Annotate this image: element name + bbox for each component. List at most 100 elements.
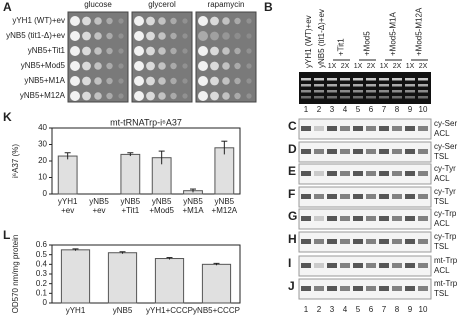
blot-band	[418, 239, 428, 244]
probe-label: cy-Ser	[434, 142, 457, 151]
colony-spot	[210, 61, 219, 71]
probe-label: mt-Trp	[434, 279, 458, 288]
gel-band	[340, 84, 350, 87]
blot-band	[340, 263, 350, 268]
blot	[298, 231, 432, 253]
gel-band	[418, 84, 428, 87]
gel-band	[366, 96, 376, 99]
colony-spot	[198, 16, 208, 26]
plate	[195, 11, 257, 103]
colony-spot	[70, 76, 80, 86]
blot-band	[366, 263, 376, 268]
gel-band	[392, 90, 402, 93]
y-axis-label: OD570 nm/mg protein	[11, 235, 20, 314]
blot-band	[392, 239, 402, 244]
colony-spot	[146, 31, 155, 41]
gel-band	[418, 78, 428, 81]
blot-band	[405, 149, 415, 154]
blot-band	[327, 194, 337, 199]
bar	[214, 147, 235, 195]
gel-band	[340, 90, 350, 93]
lane-number: 3	[330, 105, 335, 114]
colony-spot	[118, 33, 124, 39]
colony-spot	[118, 63, 124, 69]
blot-band	[379, 216, 389, 221]
panel-label: J	[288, 279, 295, 293]
gel-band	[392, 78, 402, 81]
blot-band	[314, 149, 324, 154]
plot-frame	[51, 244, 241, 304]
blot-band	[353, 263, 363, 268]
lane-number: 9	[408, 105, 413, 114]
gel-band	[353, 78, 363, 81]
blot-band	[301, 126, 311, 131]
blot-band	[379, 194, 389, 199]
x-tick-label: yYH1	[66, 306, 86, 315]
colony-spot	[82, 91, 91, 101]
y-tick-label: 0.1	[36, 288, 48, 297]
blot-band	[366, 239, 376, 244]
bar	[107, 252, 138, 304]
gel-band	[418, 90, 428, 93]
medium-label: glucose	[84, 0, 112, 9]
lane-label: +Mod5-M1A	[389, 12, 398, 56]
x-tick-label: yNB5	[183, 197, 203, 206]
colony-spot	[234, 47, 241, 55]
colony-spot	[170, 92, 177, 100]
lane-number: 7	[382, 105, 387, 114]
blot-band	[340, 194, 350, 199]
lane-number: 10	[419, 305, 428, 314]
probe-label: cy-Ser	[434, 119, 457, 128]
colony-spot	[134, 31, 144, 41]
y-tick-label: 30	[38, 140, 47, 149]
blot	[298, 163, 432, 185]
x-tick-label: yYH1	[58, 197, 78, 206]
y-tick-label: 0.4	[36, 259, 48, 268]
gel-band	[327, 84, 337, 87]
colony-spot	[118, 18, 124, 24]
colony-spot	[222, 77, 230, 85]
blot	[298, 255, 432, 277]
colony-spot	[170, 32, 177, 40]
blot-band	[340, 286, 350, 291]
colony-spot	[170, 47, 177, 55]
blot-band	[327, 171, 337, 176]
colony-spot	[198, 91, 208, 101]
gel-band	[327, 90, 337, 93]
colony-spot	[246, 63, 252, 69]
colony-spot	[182, 78, 188, 84]
blot-band	[379, 286, 389, 291]
lane-number: 6	[369, 305, 374, 314]
lane-number: 3	[330, 305, 335, 314]
blot-band	[379, 239, 389, 244]
colony-spot	[182, 33, 188, 39]
colony-spot	[198, 76, 208, 86]
lane-number: 10	[419, 105, 428, 114]
strain-label: yNB5 (tit1-Δ)+ev	[6, 31, 65, 40]
colony-spot	[70, 31, 80, 41]
dilution-label: 1X	[406, 63, 415, 70]
blot-band	[392, 286, 402, 291]
blot-band	[314, 263, 324, 268]
blot-band	[405, 126, 415, 131]
region-label: TSL	[434, 152, 449, 161]
colony-spot	[158, 47, 166, 55]
blot-band	[301, 239, 311, 244]
blot-band	[314, 171, 324, 176]
y-tick-label: 0.5	[36, 250, 48, 259]
colony-spot	[246, 18, 252, 24]
colony-spot	[198, 46, 208, 56]
blot-band	[340, 171, 350, 176]
blot-band	[392, 263, 402, 268]
blot-band	[327, 149, 337, 154]
region-label: ACL	[434, 129, 450, 138]
medium-label: rapamycin	[208, 0, 245, 9]
x-tick-label: yNB5	[89, 197, 109, 206]
blot-band	[379, 263, 389, 268]
colony-spot	[94, 92, 102, 100]
blot-band	[327, 263, 337, 268]
colony-spot	[94, 77, 102, 85]
colony-spot	[198, 61, 208, 71]
blot-band	[392, 216, 402, 221]
colony-spot	[158, 17, 166, 25]
